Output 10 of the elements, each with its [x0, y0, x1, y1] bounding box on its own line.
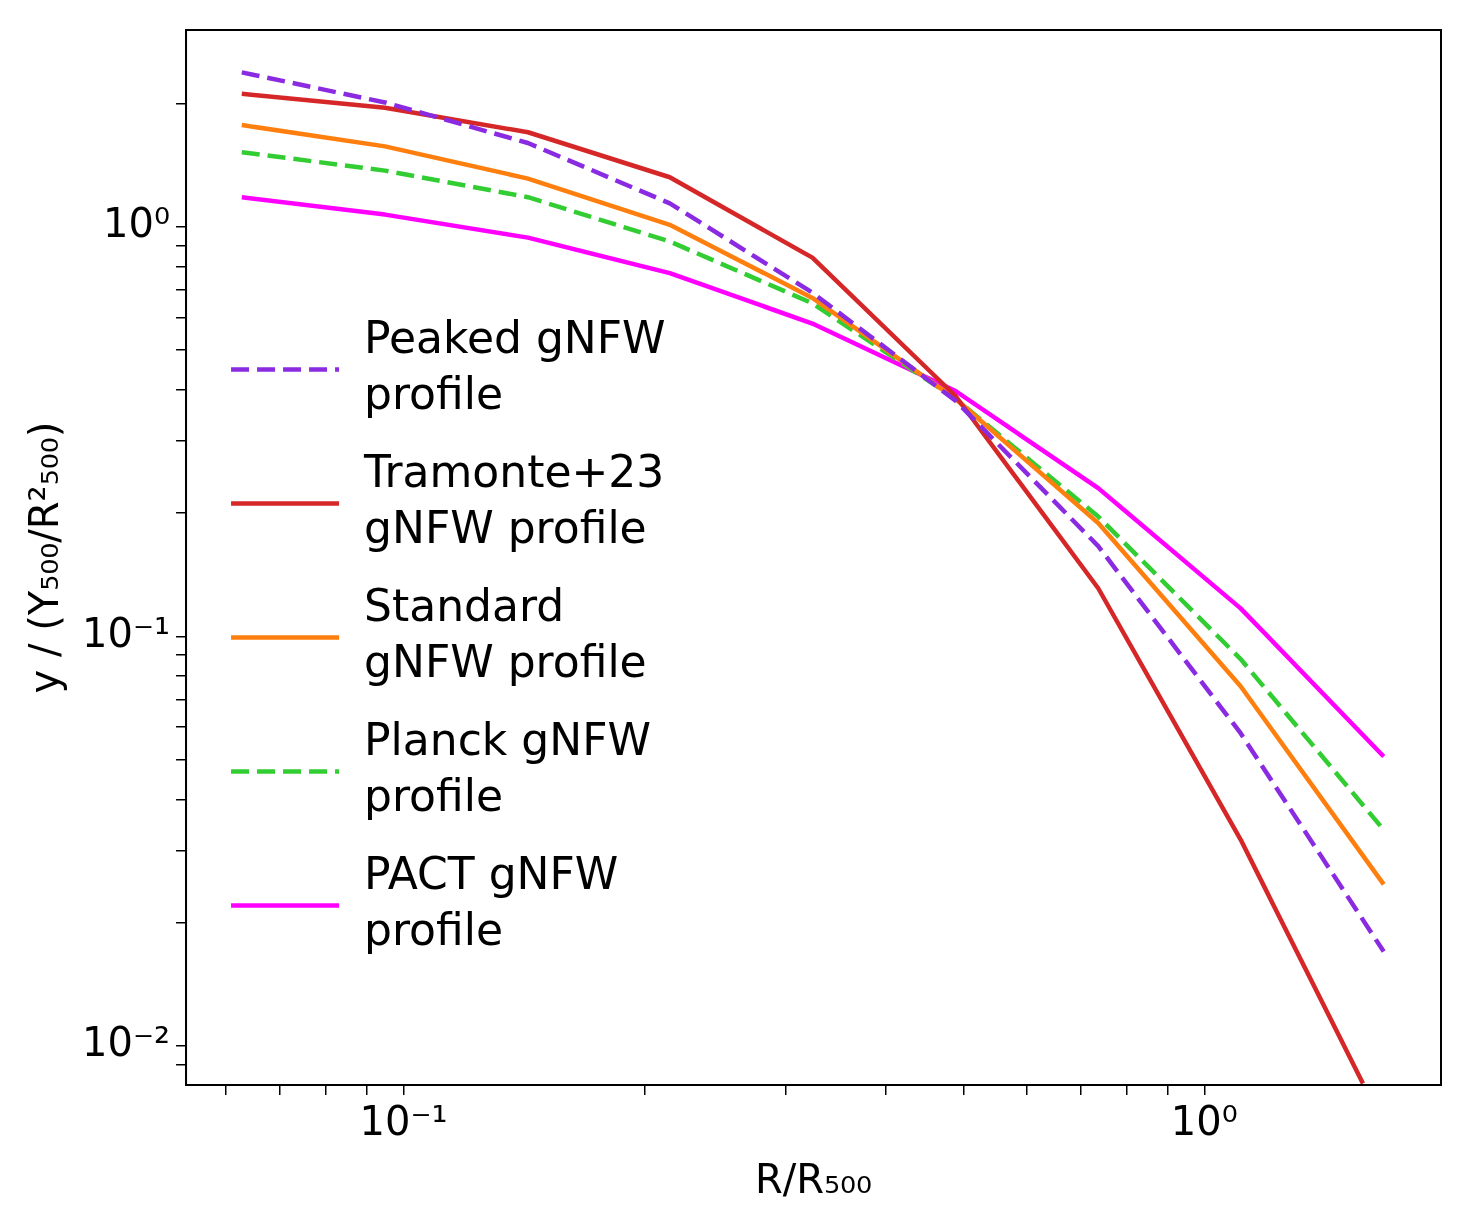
- y-tick-label: 10⁰: [103, 200, 171, 247]
- y-tick-label: 10⁻¹: [82, 609, 171, 656]
- legend-label: Tramonte+23 gNFW profile: [363, 445, 665, 553]
- legend-label: Planck gNFW profile: [364, 713, 651, 821]
- x-axis-title: R/R₅₀₀: [754, 1156, 873, 1203]
- legend-label: Standard gNFW profile: [364, 579, 647, 687]
- y-tick-label: 10⁻²: [82, 1019, 171, 1066]
- legend-label: Peaked gNFW profile: [364, 311, 666, 419]
- y-axis-title: y / (Y₅₀₀/R²₅₀₀): [21, 421, 68, 694]
- legend-label: PACT gNFW profile: [364, 847, 619, 955]
